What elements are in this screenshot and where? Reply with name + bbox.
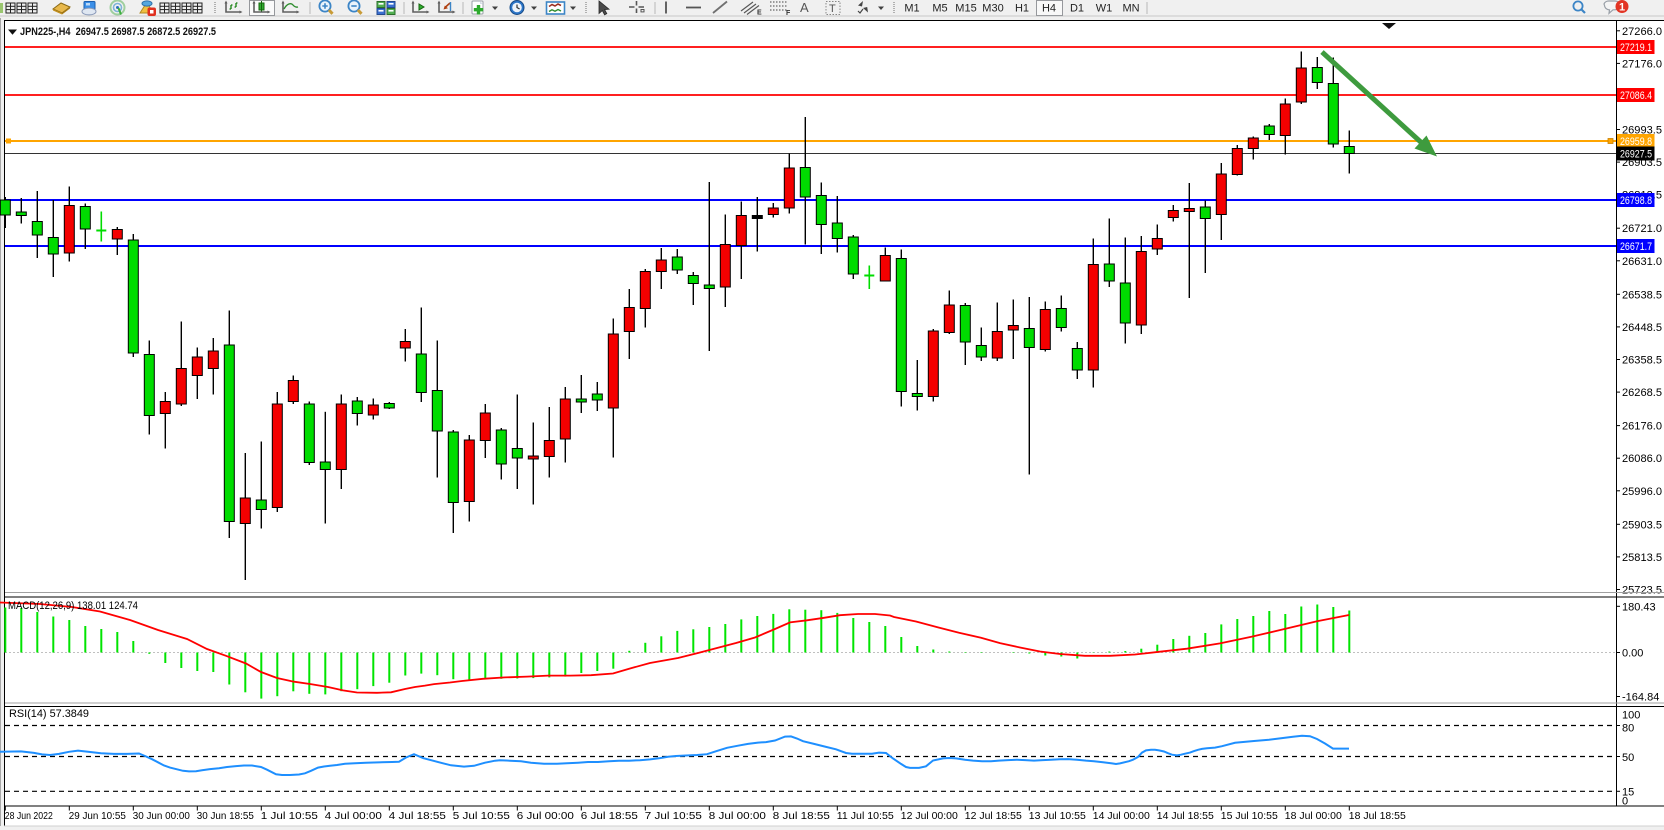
svg-text:25903.5: 25903.5 bbox=[1622, 519, 1662, 531]
svg-text:26176.0: 26176.0 bbox=[1622, 421, 1662, 433]
svg-text:MACD(12,26,9) 138.01 124.74: MACD(12,26,9) 138.01 124.74 bbox=[8, 600, 138, 612]
svg-text:7 Jul 10:55: 7 Jul 10:55 bbox=[645, 810, 702, 822]
svg-text:M1: M1 bbox=[904, 3, 919, 15]
svg-text:E: E bbox=[757, 10, 762, 17]
svg-text:T: T bbox=[829, 3, 836, 15]
svg-text:100: 100 bbox=[1622, 710, 1640, 722]
svg-text:8 Jul 00:00: 8 Jul 00:00 bbox=[709, 810, 766, 822]
svg-text:26798.8: 26798.8 bbox=[1620, 195, 1652, 207]
svg-text:15 Jul 10:55: 15 Jul 10:55 bbox=[1221, 810, 1278, 822]
svg-text:25813.5: 25813.5 bbox=[1622, 552, 1662, 564]
svg-text:26268.5: 26268.5 bbox=[1622, 387, 1662, 399]
svg-text:6 Jul 18:55: 6 Jul 18:55 bbox=[581, 810, 638, 822]
svg-text:15: 15 bbox=[1622, 787, 1634, 799]
svg-text:1: 1 bbox=[1619, 2, 1625, 14]
svg-text:26927.5: 26927.5 bbox=[1620, 149, 1652, 161]
svg-text:25996.0: 25996.0 bbox=[1622, 486, 1662, 498]
svg-text:80: 80 bbox=[1622, 723, 1634, 735]
svg-text:26538.5: 26538.5 bbox=[1622, 289, 1662, 301]
svg-text:6 Jul 00:00: 6 Jul 00:00 bbox=[517, 810, 574, 822]
svg-text:25723.5: 25723.5 bbox=[1622, 585, 1662, 597]
svg-text:26993.5: 26993.5 bbox=[1622, 125, 1662, 137]
svg-text:26721.0: 26721.0 bbox=[1622, 223, 1662, 235]
svg-text:MN: MN bbox=[1122, 3, 1139, 15]
svg-text:0.00: 0.00 bbox=[1622, 648, 1643, 660]
svg-text:8 Jul 18:55: 8 Jul 18:55 bbox=[773, 810, 830, 822]
svg-text:-164.84: -164.84 bbox=[1622, 692, 1659, 704]
svg-text:M5: M5 bbox=[932, 3, 947, 15]
svg-text:RSI(14) 57.3849: RSI(14) 57.3849 bbox=[9, 708, 89, 720]
svg-text:27176.0: 27176.0 bbox=[1622, 58, 1662, 70]
svg-text:M30: M30 bbox=[982, 3, 1003, 15]
svg-text:180.43: 180.43 bbox=[1622, 601, 1656, 613]
svg-text:W1: W1 bbox=[1096, 3, 1113, 15]
svg-text:F: F bbox=[786, 10, 791, 17]
svg-text:4 Jul 00:00: 4 Jul 00:00 bbox=[325, 810, 382, 822]
svg-text:18 Jul 00:00: 18 Jul 00:00 bbox=[1285, 810, 1342, 822]
svg-text:26959.8: 26959.8 bbox=[1620, 136, 1652, 148]
svg-text:27219.1: 27219.1 bbox=[1620, 42, 1652, 54]
svg-text:5 Jul 10:55: 5 Jul 10:55 bbox=[453, 810, 510, 822]
svg-text:28 Jun 2022: 28 Jun 2022 bbox=[5, 810, 53, 822]
svg-text:D1: D1 bbox=[1070, 3, 1084, 15]
svg-text:14 Jul 18:55: 14 Jul 18:55 bbox=[1157, 810, 1214, 822]
svg-text:1 Jul 10:55: 1 Jul 10:55 bbox=[261, 810, 318, 822]
svg-text:26671.7: 26671.7 bbox=[1620, 241, 1652, 253]
svg-text:A: A bbox=[800, 0, 809, 15]
svg-text:27266.0: 27266.0 bbox=[1622, 26, 1662, 38]
svg-text:30 Jun 18:55: 30 Jun 18:55 bbox=[197, 810, 254, 822]
svg-text:H1: H1 bbox=[1015, 3, 1029, 15]
svg-text:26086.0: 26086.0 bbox=[1622, 453, 1662, 465]
svg-text:26631.0: 26631.0 bbox=[1622, 256, 1662, 268]
svg-text:11 Jul 10:55: 11 Jul 10:55 bbox=[837, 810, 894, 822]
svg-text:26358.5: 26358.5 bbox=[1622, 355, 1662, 367]
svg-text:JPN225-,H4 26947.5 26987.5 26: JPN225-,H4 26947.5 26987.5 26872.5 26927… bbox=[20, 26, 216, 38]
svg-text:50: 50 bbox=[1622, 752, 1634, 764]
svg-text:27086.4: 27086.4 bbox=[1620, 90, 1652, 102]
svg-text:14 Jul 00:00: 14 Jul 00:00 bbox=[1093, 810, 1150, 822]
svg-text:0: 0 bbox=[1622, 796, 1628, 808]
svg-text:18 Jul 18:55: 18 Jul 18:55 bbox=[1349, 810, 1406, 822]
svg-text:26448.5: 26448.5 bbox=[1622, 322, 1662, 334]
svg-text:29 Jun 10:55: 29 Jun 10:55 bbox=[69, 810, 126, 822]
svg-text:4 Jul 18:55: 4 Jul 18:55 bbox=[389, 810, 446, 822]
svg-text:H4: H4 bbox=[1042, 3, 1056, 15]
svg-text:30 Jun 00:00: 30 Jun 00:00 bbox=[133, 810, 190, 822]
svg-text:13 Jul 10:55: 13 Jul 10:55 bbox=[1029, 810, 1086, 822]
svg-text:12 Jul 18:55: 12 Jul 18:55 bbox=[965, 810, 1022, 822]
svg-text:M15: M15 bbox=[955, 3, 976, 15]
svg-text:12 Jul 00:00: 12 Jul 00:00 bbox=[901, 810, 958, 822]
